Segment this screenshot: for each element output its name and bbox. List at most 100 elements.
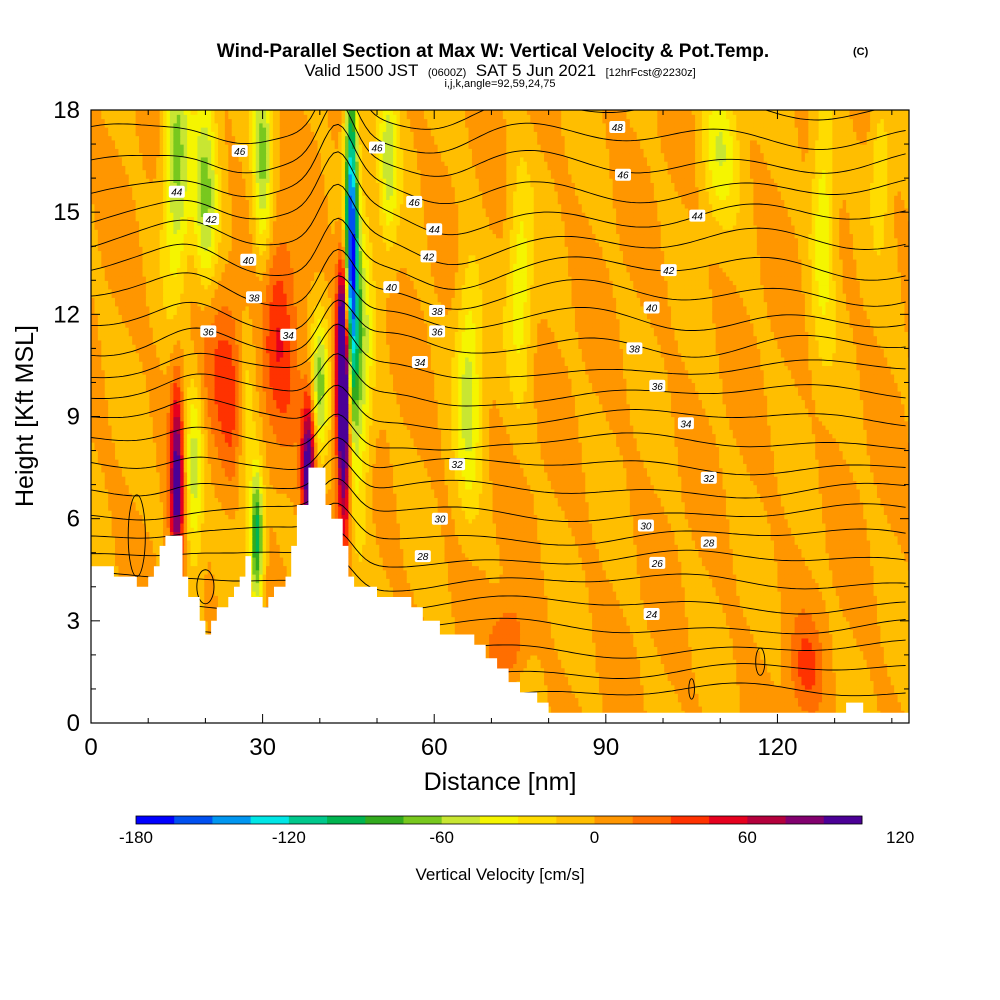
velocity-cell (784, 651, 788, 656)
velocity-cell (726, 668, 730, 673)
velocity-cell (592, 680, 596, 685)
velocity-cell (801, 676, 805, 681)
velocity-cell (551, 680, 555, 685)
velocity-cell (633, 659, 637, 664)
velocity-cell (709, 693, 713, 698)
velocity-cell (750, 685, 754, 690)
velocity-cell (493, 634, 497, 639)
velocity-cell (585, 646, 589, 651)
velocity-cell (678, 676, 682, 681)
velocity-cell (486, 638, 490, 643)
velocity-cell (544, 697, 548, 702)
velocity-cell (695, 689, 699, 694)
velocity-cell (640, 685, 644, 690)
velocity-cell (771, 638, 775, 643)
velocity-cell (822, 659, 826, 664)
velocity-cell (877, 646, 881, 651)
velocity-cell (757, 702, 761, 707)
velocity-cell (743, 685, 747, 690)
velocity-cell (750, 642, 754, 647)
velocity-cell (884, 680, 888, 685)
velocity-cell (626, 689, 630, 694)
velocity-cell (678, 663, 682, 668)
velocity-cell (880, 685, 884, 690)
velocity-cell (815, 651, 819, 656)
velocity-cell (829, 697, 833, 702)
velocity-cell (674, 706, 678, 711)
velocity-cell (719, 651, 723, 656)
velocity-cell (856, 655, 860, 660)
velocity-cell (623, 646, 627, 651)
velocity-cell (801, 642, 805, 647)
velocity-cell (547, 655, 551, 660)
velocity-cell (568, 663, 572, 668)
velocity-cell (527, 668, 531, 673)
velocity-cell (764, 697, 768, 702)
velocity-cell (602, 697, 606, 702)
velocity-cell (479, 634, 483, 639)
velocity-cell (863, 676, 867, 681)
velocity-cell (884, 646, 888, 651)
velocity-cell (819, 651, 823, 656)
velocity-cell (760, 685, 764, 690)
velocity-cell (572, 634, 576, 639)
velocity-cell (640, 651, 644, 656)
velocity-cell (760, 642, 764, 647)
velocity-cell (853, 697, 857, 702)
velocity-cell (572, 697, 576, 702)
velocity-cell (609, 634, 613, 639)
velocity-cell (637, 642, 641, 647)
velocity-cell (850, 680, 854, 685)
velocity-cell (513, 663, 517, 668)
velocity-cell (664, 693, 668, 698)
velocity-cell (609, 697, 613, 702)
velocity-cell (702, 663, 706, 668)
velocity-cell (592, 651, 596, 656)
velocity-cell (633, 685, 637, 690)
velocity-cell (530, 634, 534, 639)
velocity-cell (685, 702, 689, 707)
velocity-cell (592, 634, 596, 639)
velocity-cell (774, 668, 778, 673)
velocity-cell (695, 693, 699, 698)
velocity-cell (829, 651, 833, 656)
velocity-cell (884, 672, 888, 677)
velocity-cell (592, 702, 596, 707)
velocity-cell (829, 663, 833, 668)
velocity-cell (585, 693, 589, 698)
velocity-cell (843, 651, 847, 656)
velocity-cell (853, 672, 857, 677)
velocity-cell (781, 676, 785, 681)
velocity-cell (596, 689, 600, 694)
velocity-cell (654, 634, 658, 639)
velocity-cell (620, 668, 624, 673)
velocity-cell (523, 668, 527, 673)
velocity-cell (527, 659, 531, 664)
velocity-cell (527, 672, 531, 677)
velocity-cell (630, 689, 634, 694)
velocity-cell (620, 672, 624, 677)
velocity-cell (774, 693, 778, 698)
velocity-cell (723, 659, 727, 664)
velocity-cell (554, 646, 558, 651)
velocity-cell (698, 702, 702, 707)
velocity-cell (774, 680, 778, 685)
velocity-cell (884, 676, 888, 681)
velocity-cell (777, 689, 781, 694)
velocity-cell (630, 702, 634, 707)
velocity-cell (572, 638, 576, 643)
velocity-cell (523, 685, 527, 690)
velocity-cell (733, 702, 737, 707)
velocity-cell (788, 706, 792, 711)
velocity-cell (743, 642, 747, 647)
velocity-cell (846, 680, 850, 685)
velocity-cell (520, 672, 524, 677)
velocity-cell (898, 646, 902, 651)
velocity-cell (723, 706, 727, 711)
velocity-cell (599, 646, 603, 651)
velocity-cell (572, 642, 576, 647)
velocity-cell (520, 685, 524, 690)
velocity-cell (541, 680, 545, 685)
velocity-cell (850, 638, 854, 643)
velocity-cell (805, 680, 809, 685)
